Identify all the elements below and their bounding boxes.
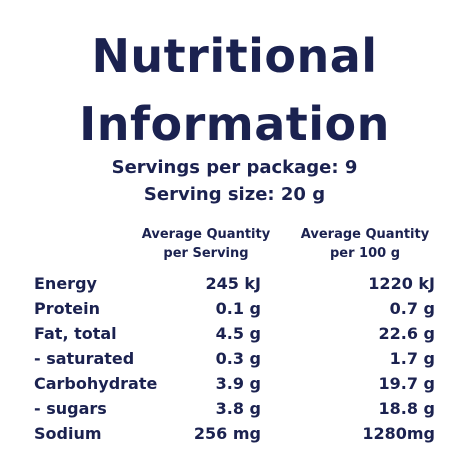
column-header-per-serving-line-1: Average Quantity	[141, 227, 271, 242]
column-header-per-100g: Average Quantity per 100 g	[290, 225, 440, 263]
title-line-1: Nutritional	[91, 29, 378, 83]
nutrient-name: Sodium	[34, 424, 102, 443]
per-100g-value: 22.6 g	[378, 324, 436, 343]
nutrient-name: Carbohydrate	[34, 374, 158, 393]
per-serving-value: 0.1 g	[215, 299, 261, 318]
nutrient-name: - sugars	[34, 399, 107, 418]
nutrient-name: Protein	[34, 299, 100, 318]
table-row: - saturated 0.3 g 1.7 g	[0, 346, 469, 371]
nutrient-name: Fat, total	[34, 324, 117, 343]
table-row: - sugars 3.8 g 18.8 g	[0, 396, 469, 421]
per-100g-value: 0.7 g	[389, 299, 435, 318]
per-serving-value: 3.8 g	[215, 399, 261, 418]
table-row: Sodium 256 mg 1280mg	[0, 421, 469, 446]
per-serving-value: 256 mg	[193, 424, 261, 443]
nutrient-table: Energy 245 kJ 1220 kJ Protein 0.1 g 0.7 …	[0, 271, 469, 446]
column-header-per-100g-line-2: per 100 g	[329, 246, 401, 261]
column-header-per-100g-line-1: Average Quantity	[300, 227, 430, 242]
nutrient-name: Energy	[34, 274, 97, 293]
nutrient-name: - saturated	[34, 349, 135, 368]
servings-per-package: Servings per package: 9	[111, 157, 358, 178]
per-100g-value: 1220 kJ	[368, 274, 435, 293]
per-serving-value: 245 kJ	[205, 274, 261, 293]
per-serving-value: 0.3 g	[215, 349, 261, 368]
column-header-per-serving-line-2: per Serving	[163, 246, 249, 261]
table-row: Fat, total 4.5 g 22.6 g	[0, 321, 469, 346]
table-row: Protein 0.1 g 0.7 g	[0, 296, 469, 321]
per-100g-value: 18.8 g	[378, 399, 436, 418]
per-100g-value: 19.7 g	[378, 374, 436, 393]
table-row: Energy 245 kJ 1220 kJ	[0, 271, 469, 296]
per-100g-value: 1.7 g	[389, 349, 435, 368]
column-header-per-serving: Average Quantity per Serving	[131, 225, 281, 263]
per-100g-value: 1280mg	[362, 424, 435, 443]
serving-size: Serving size: 20 g	[143, 184, 326, 205]
table-row: Carbohydrate 3.9 g 19.7 g	[0, 371, 469, 396]
title-line-2: Information	[79, 97, 390, 151]
per-serving-value: 3.9 g	[215, 374, 261, 393]
per-serving-value: 4.5 g	[215, 324, 261, 343]
